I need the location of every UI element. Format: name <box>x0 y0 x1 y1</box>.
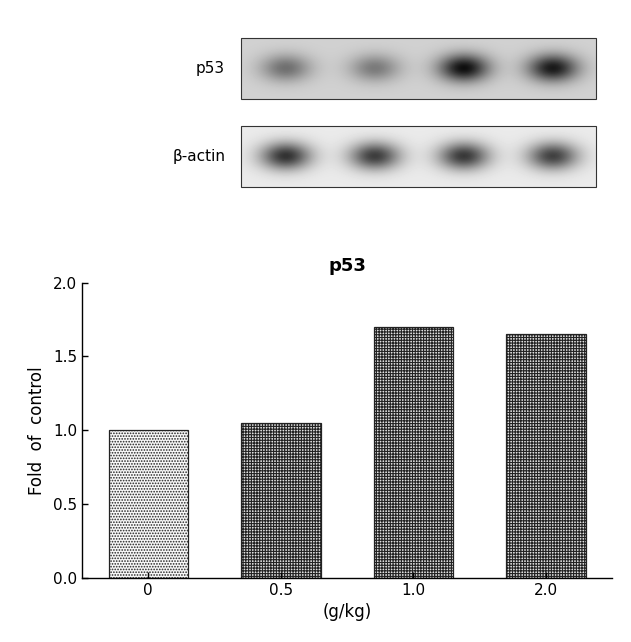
Bar <box>374 327 453 578</box>
Bar <box>506 334 586 578</box>
Bar <box>109 430 188 578</box>
X-axis label: (g/kg): (g/kg) <box>322 603 372 621</box>
Bar <box>241 126 596 187</box>
Bar <box>241 39 596 100</box>
Bar <box>241 423 321 578</box>
Y-axis label: Fold  of  control: Fold of control <box>28 366 46 494</box>
Text: β-actin: β-actin <box>172 149 225 164</box>
Text: p53: p53 <box>196 61 225 76</box>
Title: p53: p53 <box>328 257 366 275</box>
